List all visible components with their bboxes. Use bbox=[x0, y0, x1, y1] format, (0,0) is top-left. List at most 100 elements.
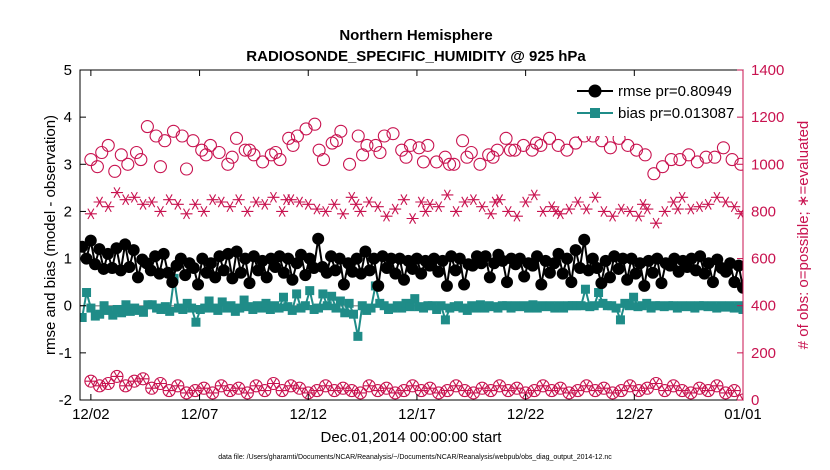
evaluated-point bbox=[250, 196, 263, 208]
evaluated-point bbox=[119, 194, 132, 206]
evaluated-point bbox=[206, 194, 219, 206]
rmse-point bbox=[548, 257, 561, 270]
bias-point bbox=[322, 301, 332, 311]
possible-point bbox=[716, 141, 730, 155]
evaluated-point bbox=[102, 201, 115, 213]
possible-point bbox=[682, 148, 696, 162]
legend-rmse-label: rmse pr=0.80949 bbox=[618, 83, 732, 100]
bias-point bbox=[313, 303, 323, 313]
evaluated-bottom-point bbox=[580, 380, 593, 392]
bias-point bbox=[738, 304, 743, 314]
evaluated-point bbox=[276, 205, 289, 217]
evaluated-bottom-point bbox=[128, 375, 141, 387]
bias-point bbox=[204, 296, 214, 306]
y-tick-label: 0 bbox=[64, 298, 72, 315]
evaluated-bottom-point bbox=[84, 375, 97, 387]
rmse-point bbox=[359, 245, 372, 258]
bias-point bbox=[300, 301, 310, 311]
rmse-point bbox=[440, 279, 453, 292]
evaluated-point bbox=[406, 213, 419, 224]
evaluated-bottom-point bbox=[737, 394, 743, 400]
rmse-point bbox=[728, 276, 741, 289]
y-tick-label: 2 bbox=[64, 203, 72, 220]
y-tick-label: 3 bbox=[64, 156, 72, 173]
rmse-point bbox=[380, 262, 393, 274]
x-tick-label: 12/07 bbox=[181, 406, 219, 423]
bias-point bbox=[594, 288, 604, 298]
rmse-point bbox=[638, 279, 651, 292]
rmse-point bbox=[286, 273, 299, 286]
evaluated-bottom-point bbox=[484, 385, 497, 397]
evaluated-point bbox=[589, 191, 602, 203]
evaluated-point bbox=[702, 198, 715, 210]
bias-point bbox=[226, 301, 236, 311]
possible-point bbox=[699, 150, 713, 164]
bias-point bbox=[353, 331, 363, 341]
evaluated-point bbox=[93, 196, 106, 208]
x-tick-label: 12/27 bbox=[616, 406, 654, 423]
evaluated-bottom-point bbox=[658, 385, 671, 397]
evaluated-point bbox=[350, 198, 363, 210]
bias-point bbox=[191, 317, 201, 327]
y2-tick-label: 200 bbox=[751, 345, 776, 362]
possible-point bbox=[247, 148, 261, 162]
rmse-point bbox=[252, 264, 265, 277]
rmse-point bbox=[646, 266, 659, 279]
possible-point bbox=[690, 155, 704, 169]
evaluated-point bbox=[650, 217, 663, 229]
bias-point bbox=[615, 315, 625, 325]
possible-point bbox=[149, 129, 163, 143]
possible-point bbox=[308, 117, 322, 131]
rmse-point bbox=[131, 271, 144, 284]
evaluated-bottom-point bbox=[458, 385, 471, 397]
possible-point bbox=[90, 160, 104, 174]
evaluated-point bbox=[345, 191, 358, 203]
bias-point bbox=[576, 301, 586, 311]
rmse-point bbox=[161, 266, 174, 279]
evaluated-bottom-point bbox=[171, 380, 184, 392]
possible-point bbox=[195, 143, 209, 157]
evaluated-bottom-point bbox=[197, 382, 210, 394]
chart-subtitle: RADIOSONDE_SPECIFIC_HUMIDITY @ 925 hPa bbox=[246, 48, 586, 65]
rmse-point bbox=[432, 265, 445, 278]
bias-point bbox=[261, 298, 271, 308]
bias-point bbox=[257, 303, 267, 313]
rmse-point bbox=[204, 257, 217, 270]
bias-point bbox=[165, 306, 175, 316]
y2-tick-label: 0 bbox=[751, 392, 759, 409]
possible-point bbox=[395, 143, 409, 157]
evaluated-bottom-point bbox=[328, 385, 341, 397]
evaluated-point bbox=[163, 194, 176, 206]
possible-point bbox=[429, 155, 444, 169]
legend-bias-marker bbox=[590, 108, 600, 118]
possible-point bbox=[621, 138, 635, 152]
evaluated-point bbox=[658, 205, 671, 217]
plot-marks bbox=[80, 117, 743, 400]
evaluated-bottom-point bbox=[276, 385, 289, 397]
evaluated-point bbox=[489, 196, 502, 208]
bias-point bbox=[357, 301, 367, 311]
evaluated-bottom-point bbox=[528, 385, 541, 397]
evaluated-bottom-point bbox=[415, 385, 428, 397]
rmse-point bbox=[119, 238, 132, 251]
evaluated-point bbox=[684, 203, 697, 215]
evaluated-point bbox=[215, 196, 228, 208]
evaluated-point bbox=[719, 196, 732, 208]
evaluated-point bbox=[676, 191, 689, 203]
evaluated-bottom-point bbox=[710, 380, 723, 392]
x-tick-label: 12/12 bbox=[289, 406, 327, 423]
chart-title: Northern Hemisphere bbox=[339, 27, 492, 44]
evaluated-point bbox=[554, 208, 567, 220]
evaluated-point bbox=[423, 198, 436, 210]
possible-point bbox=[158, 134, 172, 148]
evaluated-point bbox=[563, 203, 576, 215]
bias-point bbox=[440, 315, 450, 325]
possible-point bbox=[329, 134, 344, 148]
possible-point bbox=[140, 120, 154, 134]
possible-point bbox=[734, 157, 743, 171]
evaluated-point bbox=[197, 205, 210, 217]
rmse-point bbox=[243, 277, 256, 290]
evaluated-bottom-point bbox=[702, 385, 715, 397]
evaluated-bottom-point bbox=[563, 387, 576, 399]
possible-point bbox=[373, 145, 387, 160]
